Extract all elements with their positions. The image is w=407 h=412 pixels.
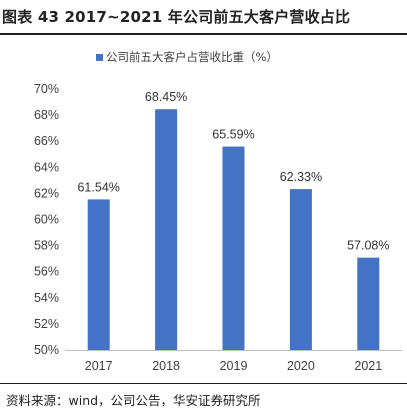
- y-tick-label: 50%: [34, 343, 59, 357]
- y-tick-label: 62%: [34, 186, 59, 200]
- data-label: 62.33%: [280, 170, 322, 184]
- x-tick-label: 2019: [220, 359, 248, 373]
- y-tick-label: 58%: [34, 239, 59, 253]
- figure-title: 图表 43 2017~2021 年公司前五大客户营收占比: [2, 8, 351, 26]
- bar: [87, 199, 110, 350]
- y-tick-label: 66%: [34, 134, 59, 148]
- x-tick-label: 2018: [152, 359, 180, 373]
- bar: [222, 146, 245, 350]
- y-axis: 50% 52% 54% 56% 58% 60% 62% 64% 66% 68% 70%: [34, 82, 59, 357]
- x-tick-label: 2020: [287, 359, 315, 373]
- bottom-rule: [0, 383, 407, 384]
- y-tick-label: 70%: [34, 82, 59, 96]
- legend-label: 公司前五大客户占营收比重（%）: [106, 50, 278, 64]
- bars: [87, 109, 380, 350]
- data-label: 68.45%: [145, 90, 187, 104]
- y-tick-label: 60%: [34, 213, 59, 227]
- bar: [357, 257, 380, 350]
- bar: [155, 109, 178, 350]
- x-tick-label: 2017: [85, 359, 113, 373]
- x-axis: 2017 2018 2019 2020 2021: [65, 350, 402, 373]
- title-rule: [0, 33, 407, 35]
- y-tick-label: 64%: [34, 160, 59, 174]
- bar-chart: 公司前五大客户占营收比重（%） 50% 52% 54% 56% 58% 60% 62% 64%…: [34, 50, 402, 373]
- data-label: 61.54%: [77, 180, 119, 194]
- data-label: 57.08%: [347, 239, 389, 253]
- bar: [289, 189, 312, 350]
- y-tick-label: 54%: [34, 291, 59, 305]
- data-label: 65.59%: [212, 128, 254, 142]
- legend: 公司前五大客户占营收比重（%）: [96, 50, 278, 64]
- y-tick-label: 68%: [34, 108, 59, 122]
- x-tick-label: 2021: [354, 359, 382, 373]
- source-note: 资料来源：wind，公司公告，华安证券研究所: [6, 393, 261, 408]
- legend-swatch: [96, 54, 103, 61]
- data-labels: 61.54% 68.45% 65.59% 62.33% 57.08%: [77, 90, 389, 252]
- y-tick-label: 52%: [34, 317, 59, 331]
- y-tick-label: 56%: [34, 265, 59, 279]
